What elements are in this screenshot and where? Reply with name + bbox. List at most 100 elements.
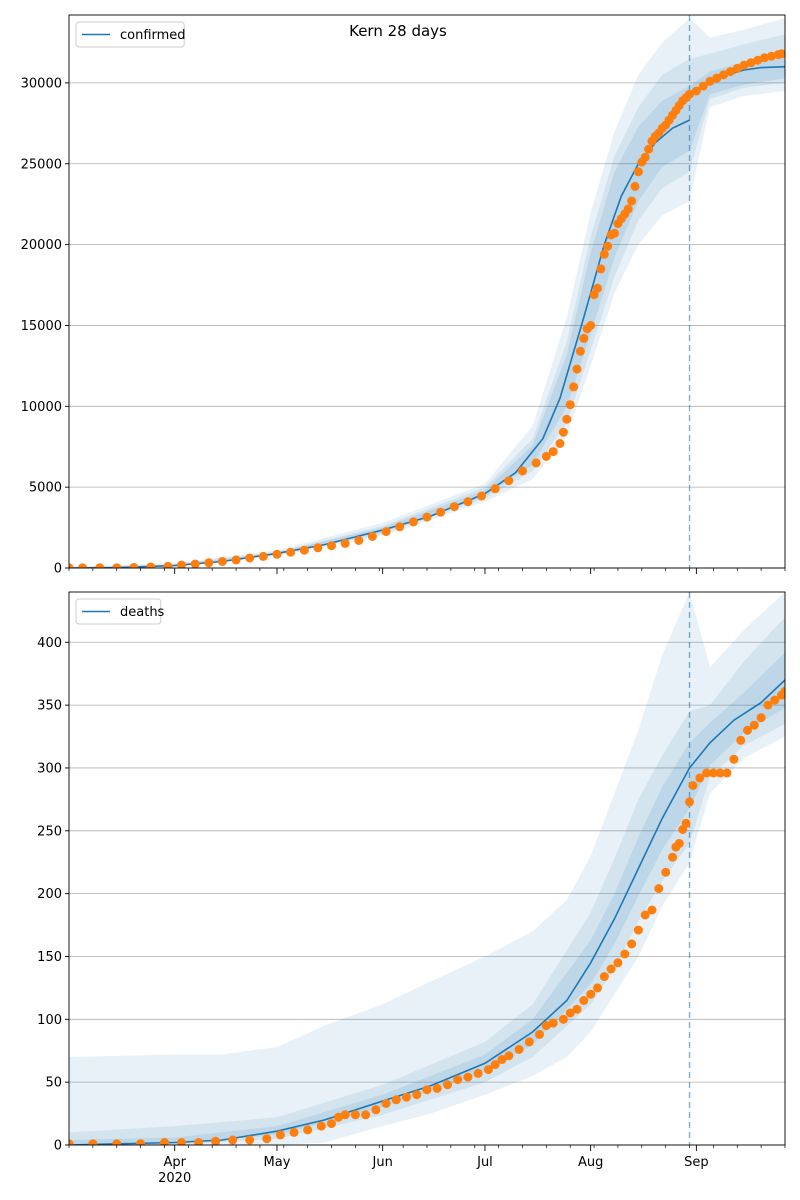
observed-point — [477, 491, 487, 501]
observed-point — [627, 196, 637, 206]
observed-point — [562, 414, 572, 424]
observed-point — [753, 55, 763, 65]
x-tick-label: Sep — [684, 1155, 709, 1170]
observed-point — [177, 560, 186, 568]
observed-point — [606, 964, 616, 974]
x-tick-label: May — [264, 1155, 291, 1170]
observed-point — [610, 228, 619, 238]
observed-point — [620, 949, 630, 959]
y-tick-label: 350 — [37, 699, 62, 714]
y-tick-label: 30000 — [21, 76, 62, 91]
observed-point — [422, 1085, 432, 1095]
observed-point — [275, 1130, 285, 1140]
observed-point — [633, 925, 643, 935]
observed-point — [575, 346, 585, 356]
plot-area — [69, 592, 785, 1145]
observed-point — [245, 553, 255, 563]
observed-point — [316, 1121, 326, 1131]
observed-point — [163, 561, 173, 568]
observed-point — [211, 1136, 221, 1145]
plot-area — [69, 15, 785, 568]
legend: confirmed — [75, 21, 186, 48]
model-line — [69, 767, 691, 1145]
observed-point — [514, 1045, 524, 1054]
observed-point — [736, 735, 746, 745]
observed-point — [350, 1110, 360, 1120]
observed-point — [463, 497, 473, 507]
observed-point — [548, 1018, 558, 1028]
observed-point — [698, 81, 708, 91]
observed-point — [715, 768, 725, 778]
observed-point — [231, 555, 241, 565]
observed-point — [245, 1135, 255, 1145]
observed-point — [289, 1127, 299, 1137]
observed-point — [661, 867, 671, 877]
legend: deaths — [75, 598, 165, 625]
observed-point — [412, 1090, 422, 1100]
observed-point — [524, 1037, 534, 1047]
x-tick-sublabel: 2020 — [158, 1171, 191, 1186]
observed-point — [599, 972, 609, 982]
observed-point — [780, 686, 785, 696]
x-tick-label: Jun — [372, 1155, 393, 1170]
y-tick-label: 0 — [54, 562, 62, 577]
observed-point — [691, 86, 701, 96]
observed-point — [630, 181, 640, 191]
observed-point — [217, 557, 227, 566]
x-tick-label: Apr — [163, 1155, 186, 1170]
observed-point — [708, 768, 718, 778]
observed-point — [685, 89, 694, 99]
y-tick-label: 150 — [37, 950, 62, 965]
observed-point — [327, 541, 336, 551]
chart-confirmed: 0 5000 10000 15000 20000 25000 30000 confirmed — [21, 14, 786, 577]
observed-point — [443, 1080, 452, 1090]
observed-point — [262, 1134, 272, 1144]
observed-point — [558, 427, 568, 437]
observed-point — [340, 538, 350, 548]
observed-point — [681, 818, 691, 828]
band-outer — [69, 592, 785, 1145]
observed-point — [555, 439, 565, 448]
observed-point — [579, 996, 589, 1005]
observed-point — [593, 983, 602, 993]
observed-point — [688, 781, 698, 790]
observed-point — [685, 797, 694, 807]
observed-point — [367, 532, 377, 541]
observed-point — [770, 695, 780, 705]
observed-point — [647, 905, 657, 915]
observed-point — [743, 725, 752, 735]
figure-title: Kern 28 days — [349, 22, 447, 40]
observed-point — [572, 364, 582, 374]
observed-point — [725, 67, 735, 77]
observed-point — [722, 768, 732, 778]
observed-point — [777, 49, 785, 59]
y-tick-label: 25000 — [21, 157, 62, 172]
observed-point — [272, 549, 282, 559]
observed-point — [228, 1135, 238, 1145]
observed-point — [333, 1112, 343, 1122]
y-tick-label: 15000 — [21, 319, 62, 334]
observed-point — [95, 563, 105, 568]
y-tick-label: 250 — [37, 824, 62, 839]
forecast-line — [688, 679, 785, 769]
observed-point — [504, 476, 514, 486]
observed-point — [449, 502, 459, 512]
observed-point — [340, 1110, 350, 1120]
observed-point — [569, 382, 579, 392]
observed-point — [593, 283, 602, 293]
observed-point — [497, 1055, 507, 1064]
observed-point — [436, 507, 446, 517]
observed-point — [88, 1139, 98, 1145]
observed-point — [756, 713, 766, 723]
observed-point — [586, 989, 596, 999]
observed-point — [361, 1110, 371, 1120]
observed-point — [490, 484, 500, 494]
observed-point — [146, 562, 156, 568]
observed-point — [766, 51, 776, 61]
observed-point — [763, 700, 773, 710]
observed-point — [490, 1060, 500, 1070]
observed-point — [453, 1075, 463, 1085]
observed-point — [381, 527, 391, 537]
observed-point — [313, 543, 323, 553]
